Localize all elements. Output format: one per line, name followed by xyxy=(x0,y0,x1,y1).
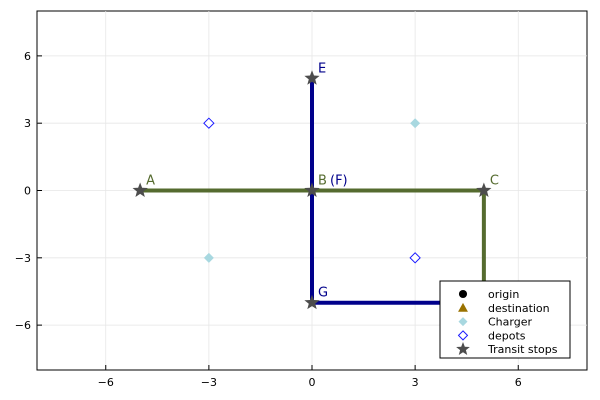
x-tick-label: −6 xyxy=(98,376,114,389)
y-tick-label: 0 xyxy=(24,185,31,198)
x-tick-label: 3 xyxy=(412,376,419,389)
y-tick-label: 3 xyxy=(24,117,31,130)
depots-marker xyxy=(409,252,421,264)
transit-stops-marker xyxy=(304,70,320,85)
transit-stops-marker xyxy=(476,182,492,197)
point-label-g: G xyxy=(318,286,328,301)
markers xyxy=(132,70,492,310)
charger-marker xyxy=(410,118,421,129)
y-tick-label: −6 xyxy=(15,319,31,332)
charger-marker xyxy=(203,252,214,263)
point-label-a: A xyxy=(146,174,155,189)
legend-destination-swatch xyxy=(458,302,468,312)
legend-depots-label: depots xyxy=(488,329,526,342)
legend-charger-swatch xyxy=(458,317,468,327)
legend-origin-swatch xyxy=(458,289,468,299)
y-tick-label: 6 xyxy=(24,50,31,63)
legend-charger-label: Charger xyxy=(488,316,532,329)
x-tick-label: 6 xyxy=(515,376,522,389)
legend-depots-swatch xyxy=(457,330,469,341)
transit-stops-marker xyxy=(304,182,320,197)
legend-transit-stops-label: Transit stops xyxy=(487,343,558,356)
point-label-b: B xyxy=(318,174,327,189)
point-labels: AB(F)CD(H)EG xyxy=(146,61,522,300)
point-label-c: C xyxy=(490,174,499,189)
y-tick-label: −3 xyxy=(15,252,31,265)
depots-marker xyxy=(203,117,215,129)
transit-stops-marker xyxy=(132,182,148,197)
point-label-f: (F) xyxy=(330,174,348,189)
x-tick-label: 0 xyxy=(309,376,316,389)
transit-stops-marker xyxy=(304,294,320,310)
ticks: −6 −3 0 3 6 −6 −3 0 3 6 xyxy=(15,50,522,389)
legend-destination-label: destination xyxy=(488,302,550,315)
legend-transit-stops-swatch xyxy=(456,342,470,356)
point-label-e: E xyxy=(318,61,326,76)
legend-origin-label: origin xyxy=(488,288,519,301)
x-tick-label: −3 xyxy=(201,376,217,389)
